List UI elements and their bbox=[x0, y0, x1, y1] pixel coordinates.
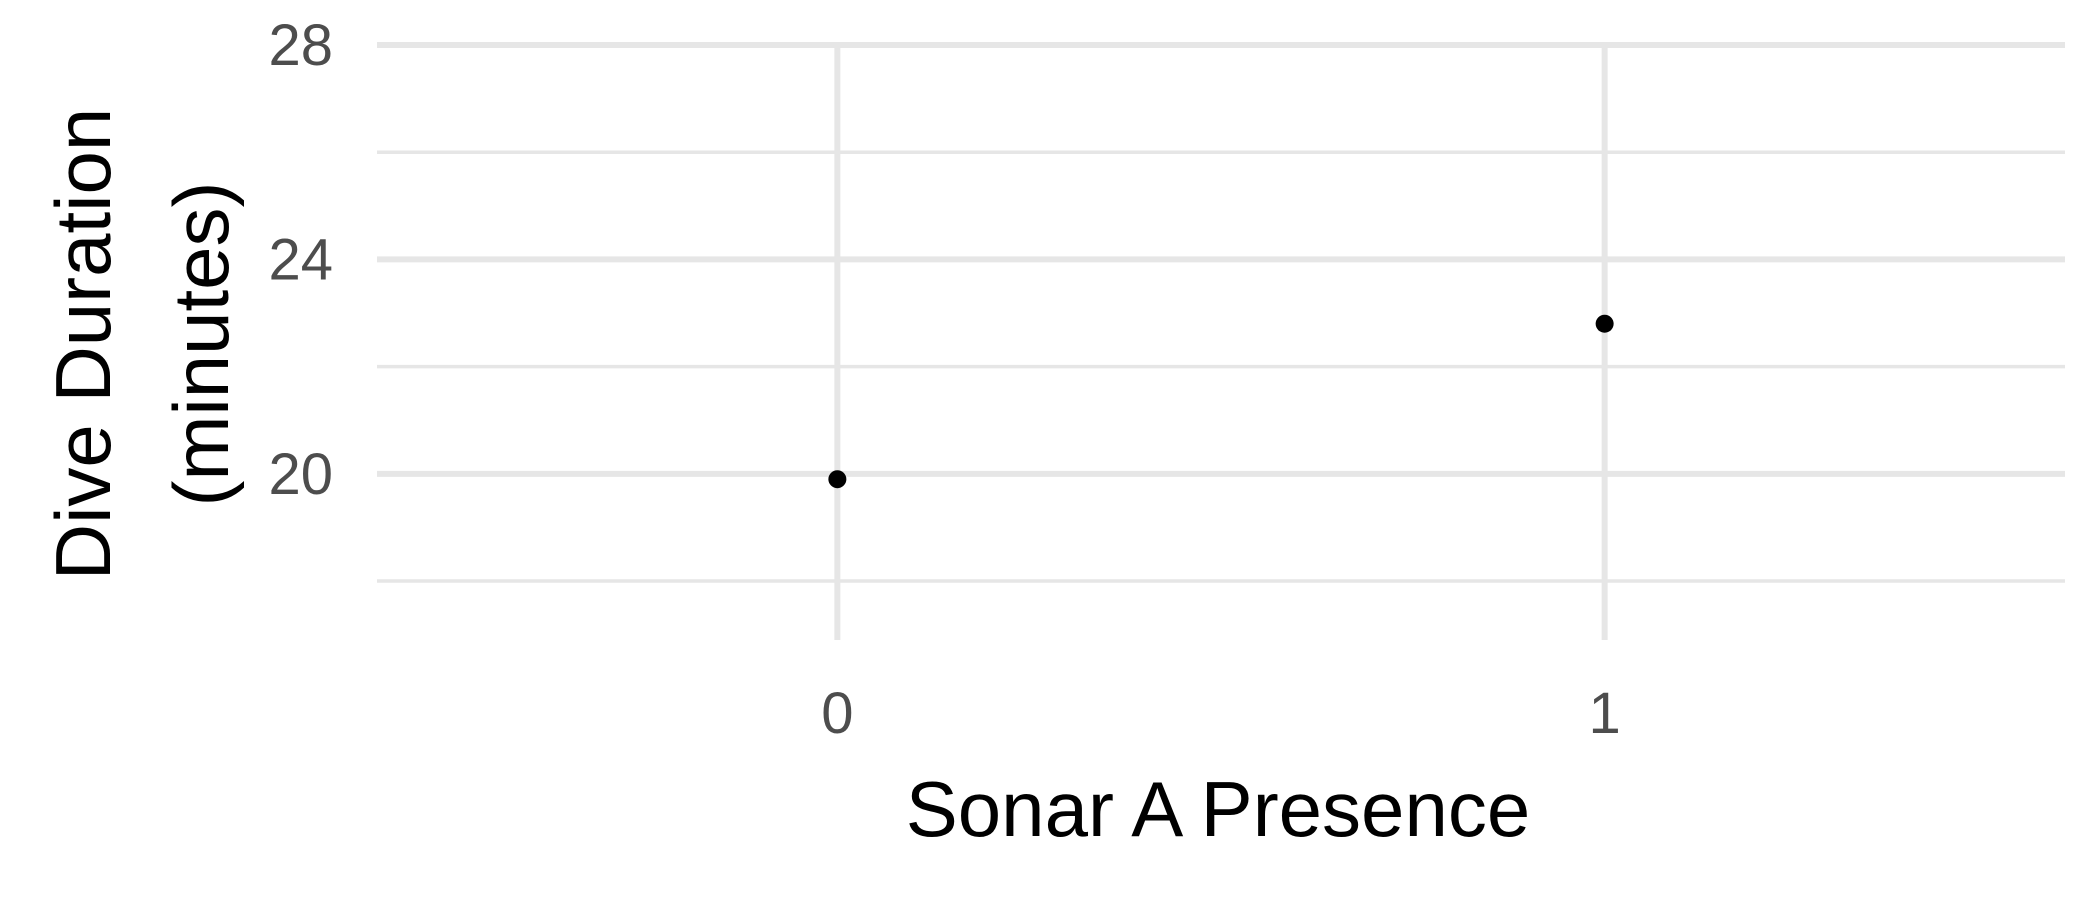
x-axis-title: Sonar A Presence bbox=[906, 765, 1530, 853]
y-axis-title-line-1: Dive Duration bbox=[39, 108, 127, 581]
y-tick-label: 20 bbox=[268, 442, 333, 507]
data-point bbox=[1595, 314, 1614, 333]
grid-layer bbox=[377, 42, 2065, 640]
x-tick-label: 0 bbox=[821, 681, 853, 746]
y-axis-title-line-2: (minutes) bbox=[157, 181, 245, 506]
tick-labels: 20 24 28 0 1 bbox=[268, 13, 1620, 746]
y-tick-label: 24 bbox=[268, 227, 333, 292]
x-tick-label: 1 bbox=[1589, 681, 1621, 746]
y-tick-label: 28 bbox=[268, 13, 333, 78]
data-point bbox=[828, 470, 847, 489]
data-points bbox=[828, 314, 1614, 489]
y-axis-title: Dive Duration (minutes) bbox=[39, 108, 245, 581]
